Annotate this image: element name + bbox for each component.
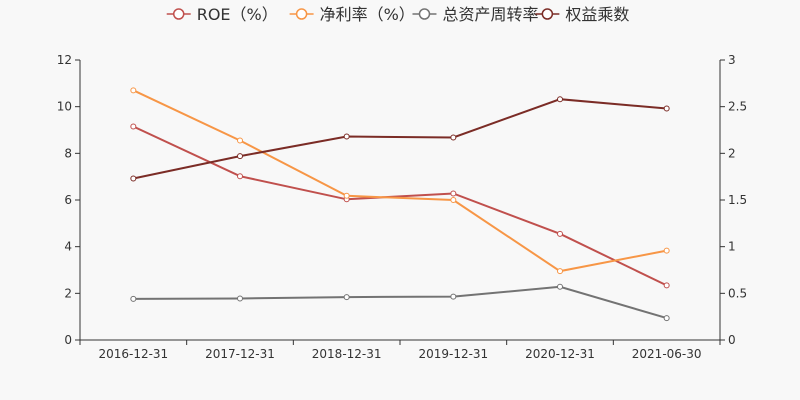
data-point [237,295,243,302]
data-point [237,137,243,144]
right-y-tick-label: 0 [728,333,736,347]
x-tick-label: 2018-12-31 [312,347,382,361]
series-line-4 [133,98,667,180]
left-y-tick-label: 6 [64,193,72,207]
data-point [557,96,563,103]
data-point [343,192,350,199]
legend: ROE（%） 净利率（%） 总资产周转率 权益乘数 [166,5,629,24]
legend-item: ROE（%） [166,5,278,24]
data-point [450,197,457,203]
legend-label: ROE（%） [197,5,278,24]
series-line-2 [132,89,667,273]
data-point [130,123,137,130]
legend-marker-icon [172,8,185,20]
data-point [663,282,670,289]
data-point [663,105,670,112]
plot-area [130,87,670,322]
right-y-tick-label: 2 [728,146,736,160]
data-point [130,295,137,302]
axes: 0 2 4 6 8 10 12 0 0.5 1 1.5 2 2.5 3 2016-12-31 2017-12-… [57,53,747,361]
left-y-tick-label: 0 [64,333,72,347]
right-y-tick-label: 2.5 [728,100,747,114]
legend-label: 总资产周转率 [442,5,538,24]
legend-item: 总资产周转率 [412,5,538,24]
right-y-tick-label: 3 [728,53,736,67]
data-point [557,230,563,237]
x-tick-label: 2016-12-31 [98,347,168,361]
data-point [557,268,563,275]
x-tick-label: 2020-12-31 [525,347,595,361]
right-y-tick-label: 0.5 [728,286,747,300]
legend-marker-icon [418,8,431,20]
legend-item: 权益乘数 [535,5,629,24]
left-y-tick-label: 12 [57,53,72,67]
data-point [557,283,563,290]
legend-item: 净利率（%） [289,5,415,24]
x-tick-label: 2021-06-30 [632,347,702,361]
data-point [450,190,457,197]
data-point [663,315,670,322]
data-point [237,173,243,180]
data-point [343,294,350,301]
data-point [663,247,670,254]
data-point [237,153,243,160]
right-y-tick-label: 1 [728,240,736,254]
data-point [450,293,457,300]
data-point [130,175,137,182]
left-y-tick-label: 10 [57,100,72,114]
legend-marker-icon [541,8,554,20]
x-tick-label: 2019-12-31 [418,347,488,361]
x-tick-label: 2017-12-31 [205,347,275,361]
legend-label: 净利率（%） [320,5,415,24]
left-y-tick-label: 8 [64,146,72,160]
right-y-tick-label: 1.5 [728,193,747,207]
legend-marker-icon [295,8,308,20]
series-line-1 [132,125,668,287]
left-y-tick-label: 4 [64,240,72,254]
legend-label: 权益乘数 [565,5,629,24]
left-y-tick-label: 2 [64,286,72,300]
series-line-3 [133,285,667,320]
data-point [130,87,137,94]
data-point [450,134,457,141]
data-point [343,133,350,140]
